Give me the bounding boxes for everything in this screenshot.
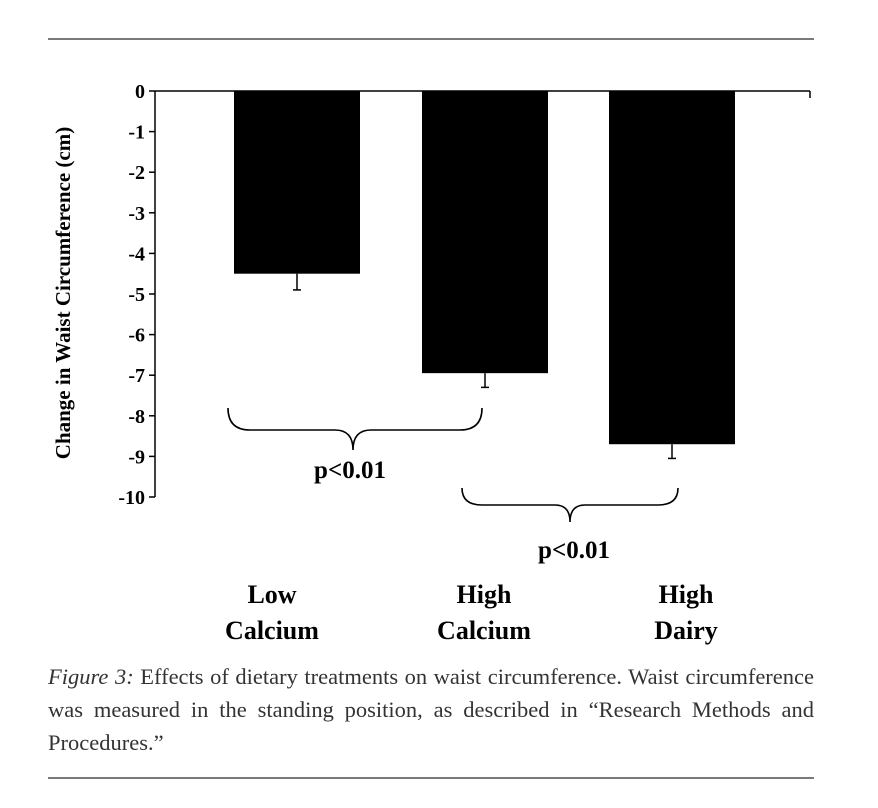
significance-bracket-low-vs-high-calcium [227, 407, 483, 451]
y-axis-label: Change in Waist Circumference (cm) [51, 127, 75, 459]
figure-label: Figure 3: [48, 664, 134, 689]
y-tick-label: -6 [128, 325, 145, 347]
y-tick-label: -9 [128, 446, 145, 468]
annotation-p-value-2: p<0.01 [538, 537, 610, 564]
category-label-2: High [457, 580, 512, 609]
y-tick-label: -10 [118, 487, 145, 509]
category-label-3: Dairy [654, 616, 718, 645]
y-tick-label: -1 [128, 122, 145, 144]
y-tick-label: -5 [128, 284, 145, 306]
category-label-1: Calcium [225, 616, 319, 645]
top-rule [48, 38, 814, 40]
bar-2 [422, 91, 548, 374]
x-axis-labels: Low Calcium High Calcium High Dairy [225, 580, 718, 645]
y-tick-label: -8 [128, 406, 145, 428]
annotation-p-value-1: p<0.01 [314, 457, 386, 484]
category-label-1: Low [247, 580, 296, 609]
bar-1 [234, 91, 360, 274]
figure-caption-text: Effects of dietary treatments on waist c… [48, 664, 815, 755]
y-tick-label: -4 [128, 243, 145, 265]
bottom-rule [48, 777, 814, 779]
bar-chart: 0 -1 -2 -3 -4 -5 -6 -7 -8 -9 -10 p<0.01 p<0.01 Cha… [51, 81, 811, 645]
y-tick-label: -3 [128, 203, 145, 225]
y-tick-label: -2 [128, 162, 145, 184]
category-label-2: Calcium [437, 616, 531, 645]
significance-bracket-high-calcium-vs-high-dairy [461, 487, 679, 523]
figure-caption: Figure 3: Effects of dietary treatments … [48, 660, 814, 759]
y-tick-label: -7 [128, 365, 145, 387]
y-tick-label: 0 [135, 81, 145, 103]
category-label-3: High [659, 580, 714, 609]
bar-3 [609, 91, 735, 445]
significance-brackets: p<0.01 p<0.01 [227, 407, 679, 564]
bars [234, 91, 735, 460]
